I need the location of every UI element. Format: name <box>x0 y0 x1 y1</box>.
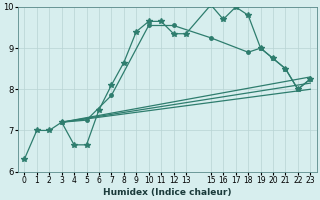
X-axis label: Humidex (Indice chaleur): Humidex (Indice chaleur) <box>103 188 232 197</box>
